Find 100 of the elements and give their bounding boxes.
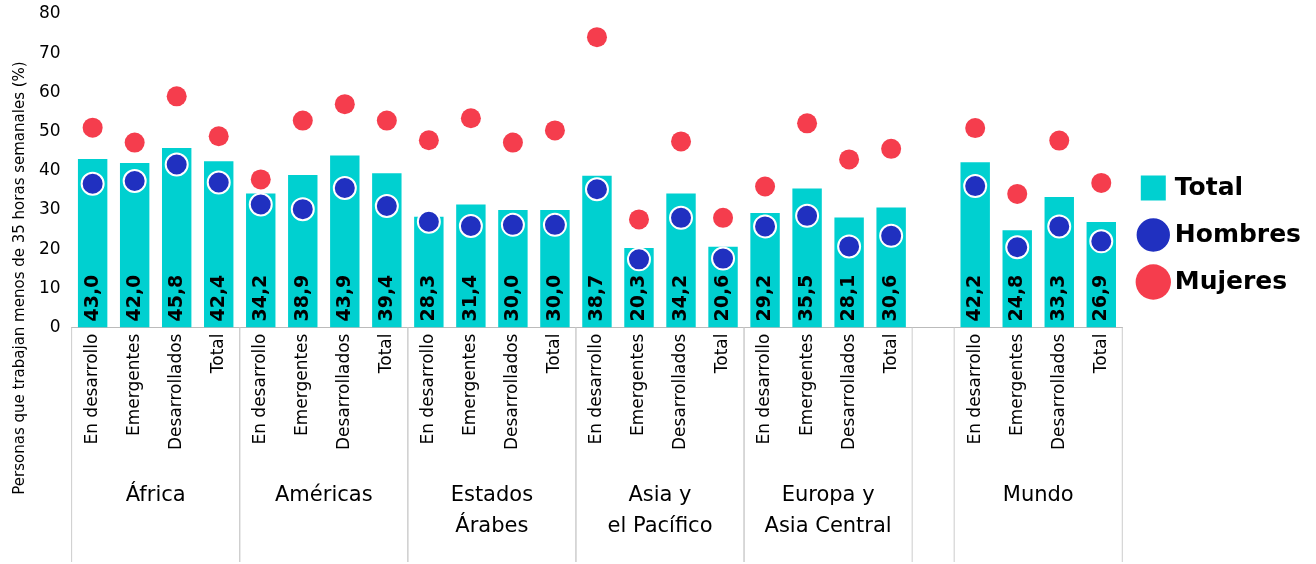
x-tick-label: Total xyxy=(207,333,228,375)
point xyxy=(795,203,820,228)
legend-label: Hombres xyxy=(1174,218,1302,248)
bar xyxy=(330,155,360,328)
point xyxy=(290,197,315,222)
point xyxy=(292,110,313,131)
text: Asia y el Pacífico xyxy=(607,482,713,538)
point xyxy=(418,130,439,151)
x-tick-label: Desarrollados xyxy=(1047,333,1068,451)
data-label: 35,5 xyxy=(794,274,817,322)
point xyxy=(502,132,523,153)
point xyxy=(208,126,229,147)
point xyxy=(626,247,651,272)
point xyxy=(713,207,734,228)
point xyxy=(80,171,105,196)
x-tick-label: En desarrollo xyxy=(963,333,984,445)
x-tick-label: Total xyxy=(711,333,732,375)
point xyxy=(458,214,483,239)
data-label: 45,8 xyxy=(163,274,186,322)
x-tick-label: En desarrollo xyxy=(249,333,270,445)
point xyxy=(164,152,189,177)
x-tick-label: Desarrollados xyxy=(501,333,522,451)
x-tick-label: Emergentes xyxy=(1005,333,1026,437)
point xyxy=(839,149,860,170)
point xyxy=(416,209,441,234)
point xyxy=(124,132,145,153)
y-tick-label: 10 xyxy=(38,276,61,297)
point xyxy=(1049,130,1070,151)
data-label: 26,9 xyxy=(1088,274,1111,322)
x-tick-label: En desarrollo xyxy=(585,333,606,445)
point xyxy=(669,205,694,230)
point xyxy=(755,176,776,197)
point xyxy=(628,209,649,230)
point xyxy=(334,94,355,115)
point xyxy=(250,169,271,190)
text: Europa y Asia Central xyxy=(764,482,892,538)
text: África xyxy=(125,481,186,507)
point xyxy=(963,174,988,199)
x-tick-label: Emergentes xyxy=(123,333,144,437)
point xyxy=(166,86,187,107)
data-label: 20,3 xyxy=(625,274,648,322)
point xyxy=(376,110,397,131)
data-label: 42,4 xyxy=(205,274,228,322)
legend-label: Total xyxy=(1174,171,1244,201)
point xyxy=(711,246,736,271)
data-label: 31,4 xyxy=(457,274,480,322)
x-tick-label: Desarrollados xyxy=(165,333,186,451)
y-tick-label: 40 xyxy=(38,159,61,180)
x-tick-label: Emergentes xyxy=(291,333,312,437)
point xyxy=(586,27,607,48)
x-tick-label: Desarrollados xyxy=(333,333,354,451)
x-tick-label: Total xyxy=(375,333,396,375)
point xyxy=(1089,229,1114,254)
text: Estados Árabes xyxy=(450,482,534,538)
data-label: 20,6 xyxy=(709,274,732,322)
point xyxy=(1047,214,1072,239)
point xyxy=(1005,235,1030,260)
y-tick-label: 70 xyxy=(38,41,61,62)
point xyxy=(544,120,565,141)
x-tick-label: Total xyxy=(543,333,564,375)
point xyxy=(584,177,609,202)
y-tick-label: 0 xyxy=(49,315,61,336)
x-tick-label: Desarrollados xyxy=(669,333,690,451)
point xyxy=(460,108,481,129)
data-label: 39,4 xyxy=(373,274,396,322)
point xyxy=(82,117,103,138)
point xyxy=(122,168,147,193)
data-label: 34,2 xyxy=(667,274,690,322)
data-label: 34,2 xyxy=(247,274,270,322)
point xyxy=(374,194,399,219)
x-tick-label: En desarrollo xyxy=(417,333,438,445)
data-label: 38,9 xyxy=(289,274,312,322)
point xyxy=(542,212,567,237)
point xyxy=(500,212,525,237)
point xyxy=(797,113,818,134)
x-tick-label: En desarrollo xyxy=(81,333,102,445)
point xyxy=(671,131,692,152)
data-label: 30,6 xyxy=(878,274,901,322)
y-tick-label: 50 xyxy=(38,120,61,141)
data-label: 28,1 xyxy=(836,274,859,322)
x-tick-label: En desarrollo xyxy=(753,333,774,445)
data-label: 43,9 xyxy=(331,274,354,322)
point xyxy=(965,118,986,139)
text: Américas xyxy=(275,482,373,507)
point xyxy=(753,214,778,239)
y-tick-label: 60 xyxy=(38,80,61,101)
y-tick-label: 20 xyxy=(38,237,61,258)
y-tick-label: 30 xyxy=(38,198,61,219)
data-label: 43,0 xyxy=(79,274,102,322)
data-label: 30,0 xyxy=(541,274,564,322)
y-axis-title: Personas que trabajan menos de 35 horas semanales (%) xyxy=(9,61,28,495)
y-tick-label: 80 xyxy=(38,2,61,23)
data-label: 29,2 xyxy=(752,274,774,322)
data-label: 28,3 xyxy=(415,274,438,322)
point xyxy=(837,234,862,259)
point xyxy=(879,223,904,248)
x-tick-label: Total xyxy=(1089,333,1110,375)
data-label: 38,7 xyxy=(583,274,606,322)
point xyxy=(206,170,231,195)
point xyxy=(1091,172,1112,193)
